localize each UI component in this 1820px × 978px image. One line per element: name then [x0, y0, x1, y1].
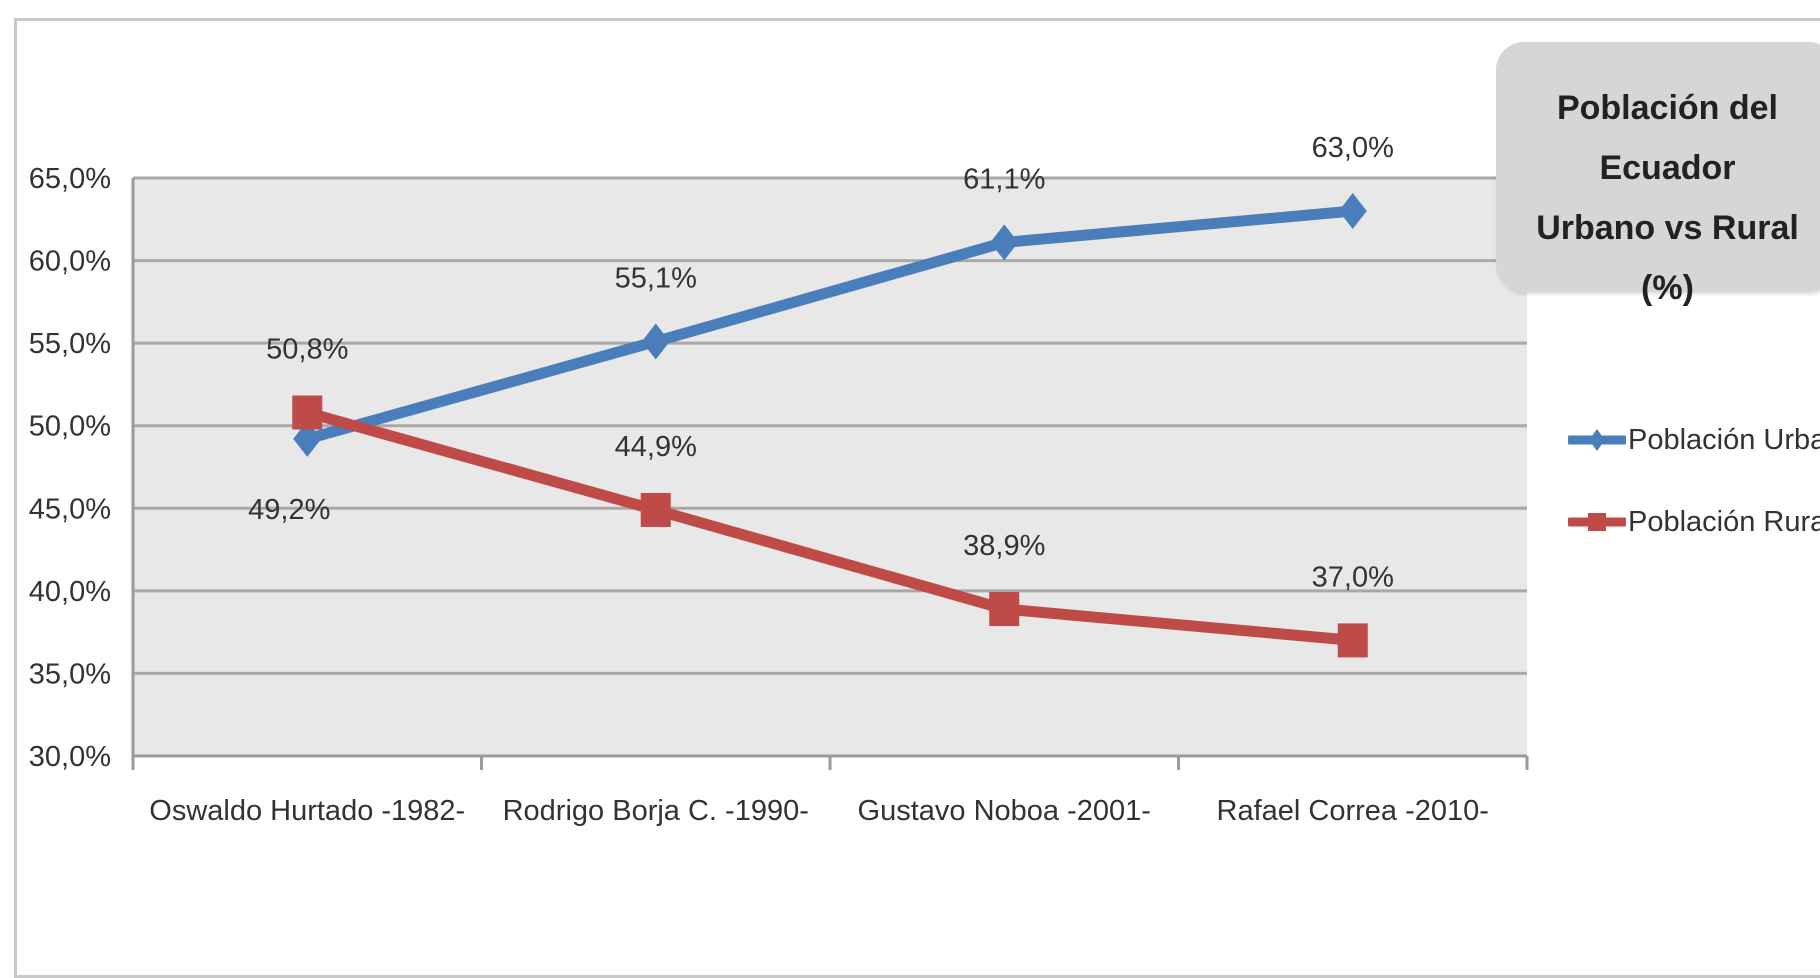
data-label-urbana: 61,1% — [963, 163, 1045, 195]
data-point-rural — [989, 592, 1020, 627]
y-tick-label: 45,0% — [29, 493, 111, 525]
axes: 30,0% 35,0% 40,0% 45,0% 50,0% 55,0% 60,0% 65,0%… — [29, 163, 1529, 827]
y-tick-label: 60,0% — [29, 246, 111, 278]
data-label-rural: 44,9% — [615, 431, 697, 463]
y-tick-label: 30,0% — [29, 741, 111, 773]
legend-label-rural: Población Rural — [1628, 505, 1820, 538]
legend-item-rural: Población Rural — [1568, 500, 1820, 544]
data-labels: 49,2% 55,1% 61,1% 63,0% 50,8% 44,9% 38,9% 37,0% — [248, 132, 1394, 593]
series-line-1 — [301, 407, 1359, 646]
data-label-urbana: 63,0% — [1312, 132, 1394, 164]
y-tick-label: 65,0% — [29, 163, 111, 195]
chart-title-line-1: Población del Ecuador — [1556, 89, 1779, 187]
y-tick-label: 35,0% — [29, 658, 111, 690]
chart-title-box — [1496, 42, 1820, 292]
data-point-urbana — [293, 420, 322, 457]
data-point-rural — [292, 395, 323, 430]
legend-swatch-urbana — [1568, 429, 1626, 451]
data-label-rural: 38,9% — [963, 530, 1045, 562]
x-tick-label: Rafael Correa -2010- — [1217, 795, 1489, 827]
data-label-rural: 50,8% — [266, 334, 348, 366]
legend-label-urbana: Población Urbana — [1628, 423, 1820, 456]
x-tick-label: Oswaldo Hurtado -1982- — [149, 795, 465, 827]
data-point-rural — [1337, 623, 1368, 658]
data-point-urbana — [1338, 193, 1367, 230]
legend-swatch-rural — [1568, 513, 1626, 531]
data-point-urbana — [990, 224, 1019, 261]
series-layer — [292, 193, 1368, 658]
series-line-0 — [301, 205, 1359, 445]
data-point-urbana — [641, 323, 670, 360]
data-point-rural — [640, 492, 671, 527]
y-tick-label: 50,0% — [29, 411, 111, 443]
legend-item-urbana: Población Urbana — [1568, 418, 1820, 462]
line-chart: 30,0% 35,0% 40,0% 45,0% 50,0% 55,0% 60,0% 65,0%… — [29, 132, 1529, 827]
plot-area — [133, 178, 1527, 756]
data-label-urbana: 49,2% — [248, 494, 330, 526]
x-tick-label: Gustavo Noboa -2001- — [858, 795, 1151, 827]
data-label-rural: 37,0% — [1312, 561, 1394, 593]
chart-title: Población del Ecuador Urbano vs Rural (%… — [1505, 78, 1820, 318]
legend: Población Urbana Población Rural — [1568, 418, 1820, 582]
x-tick-label: Rodrigo Borja C. -1990- — [503, 795, 809, 827]
y-tick-label: 55,0% — [29, 328, 111, 360]
data-label-urbana: 55,1% — [615, 262, 697, 294]
y-tick-label: 40,0% — [29, 576, 111, 608]
chart-title-line-2: Urbano vs Rural — [1536, 209, 1799, 247]
chart-title-line-3: (%) — [1641, 269, 1694, 307]
